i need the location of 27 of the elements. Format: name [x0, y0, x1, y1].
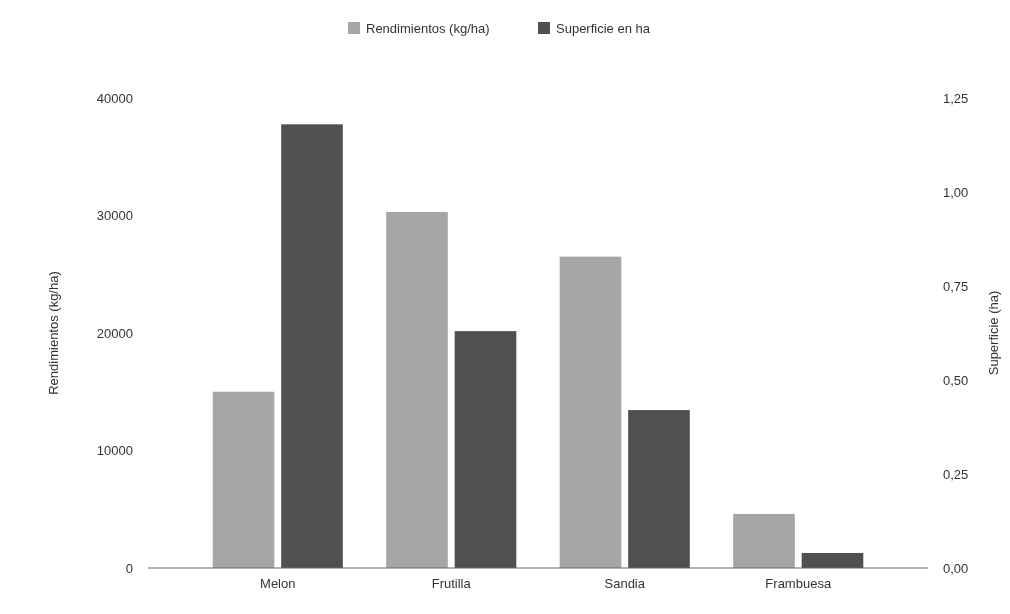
y-tick-label: 20000: [96, 325, 133, 341]
x-tick-label: Frutilla: [431, 576, 472, 591]
x-tick-label: Frambuesa: [765, 576, 832, 591]
y-tick-label: 40000: [96, 90, 133, 106]
x-tick-label: Melon: [260, 576, 296, 591]
x-tick-label: Sandia: [604, 576, 646, 591]
y2-axis-title: Superficie (ha): [986, 290, 1001, 376]
y2-tick-label: 0,75: [943, 278, 969, 294]
y-tick-label: 30000: [96, 208, 133, 224]
bar: [628, 410, 690, 568]
bar: [801, 552, 864, 568]
bar: [454, 331, 517, 568]
legend-label: Superficie en ha: [556, 20, 651, 36]
bar: [386, 211, 448, 568]
y2-tick-label: 0,00: [943, 560, 969, 576]
y-tick-label: 0: [125, 560, 133, 576]
legend-label: Rendimientos (kg/ha): [366, 20, 490, 36]
y2-tick-label: 0,50: [943, 372, 969, 388]
y2-tick-label: 0,25: [943, 466, 969, 482]
bar: [212, 391, 275, 568]
bar: [733, 513, 795, 568]
y2-tick-label: 1,25: [943, 90, 969, 106]
bar: [281, 124, 343, 568]
y2-tick-label: 1,00: [943, 184, 969, 200]
y-axis-title: Rendimientos (kg/ha): [46, 271, 61, 395]
y-tick-label: 10000: [96, 443, 133, 459]
bar: [559, 256, 622, 568]
